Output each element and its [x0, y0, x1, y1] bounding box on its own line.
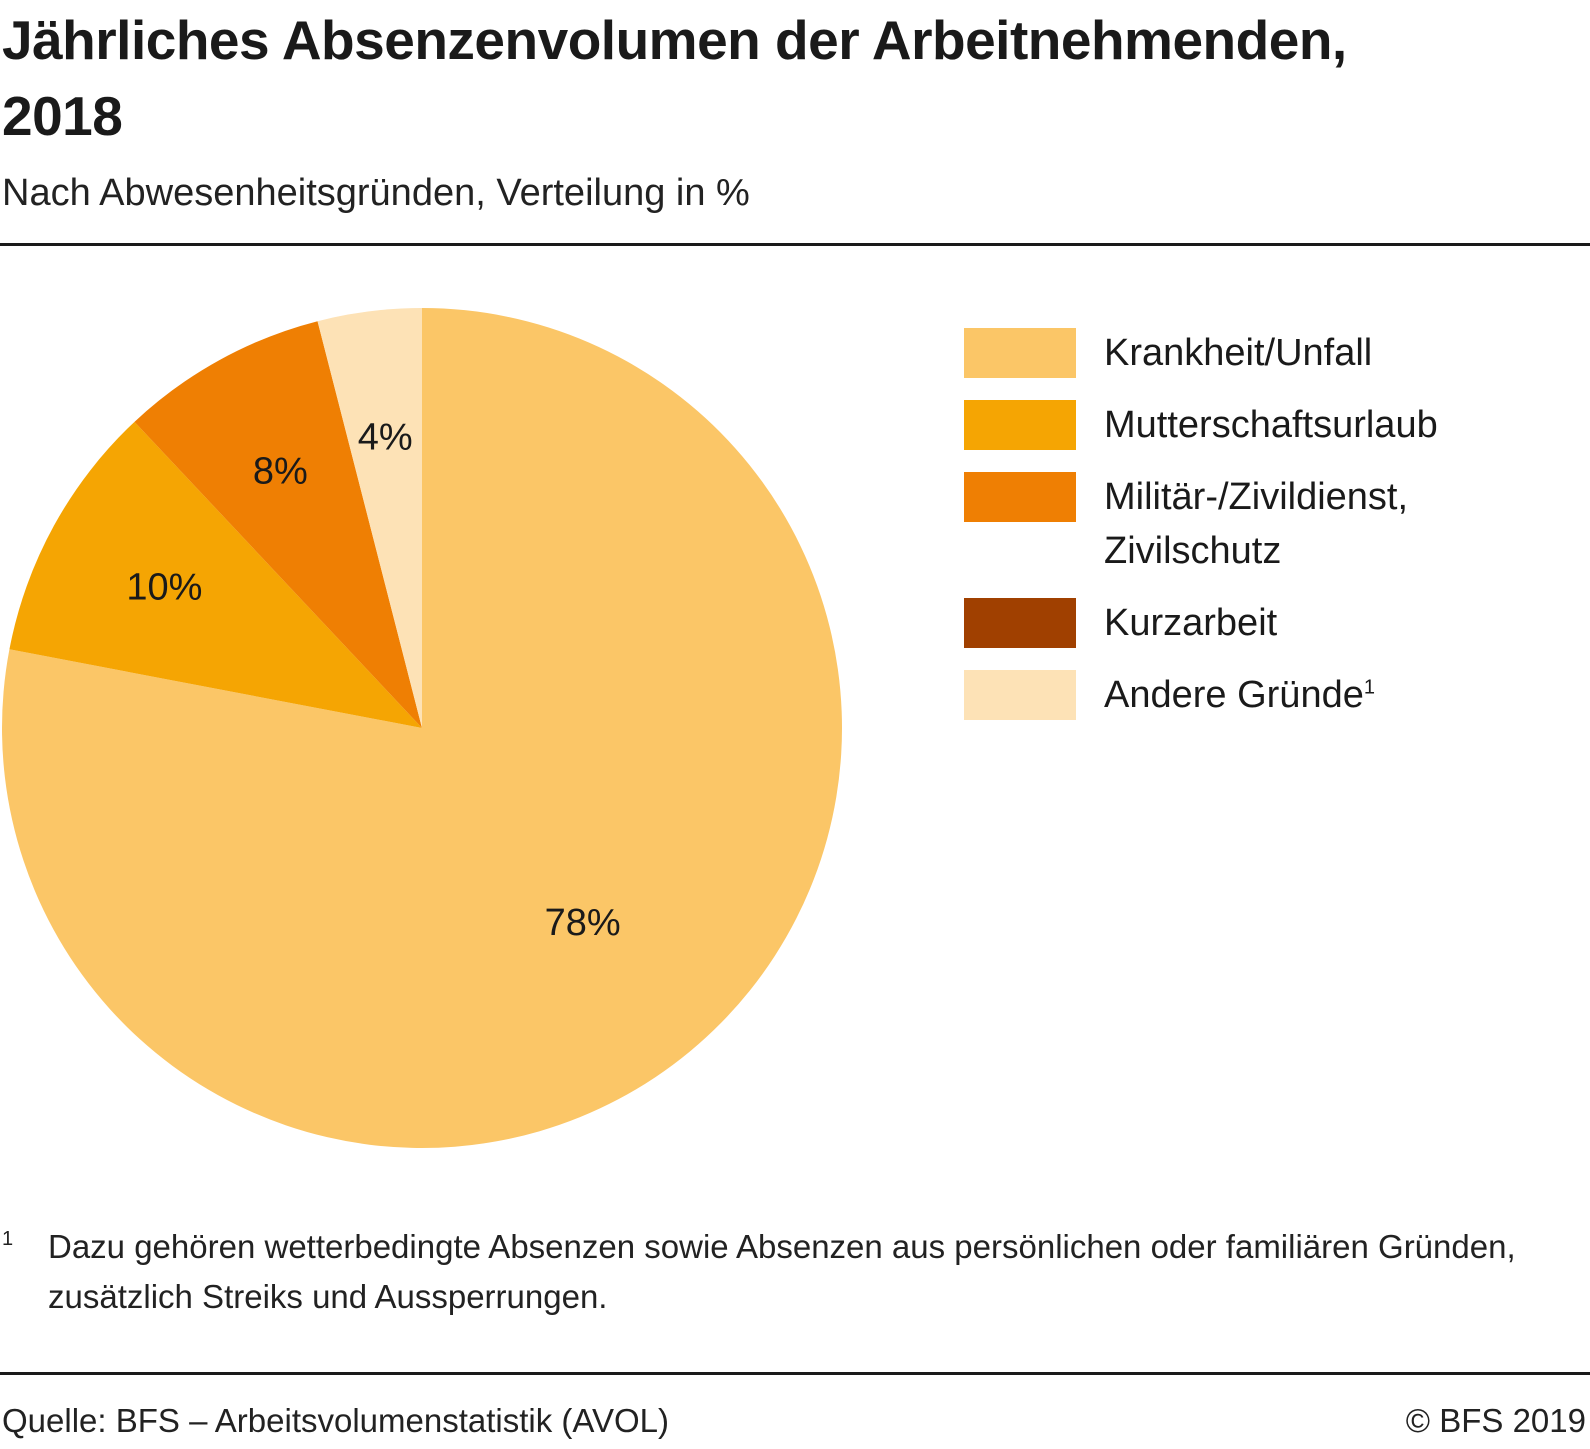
slice-label: 4% [358, 416, 413, 458]
title-line-1: Jährliches Absenzenvolumen der Arbeitneh… [2, 9, 1347, 71]
legend-item: Mutterschaftsurlaub [964, 400, 1544, 452]
legend-item: Militär-/Zivildienst, Zivilschutz [964, 472, 1544, 578]
title-line-2: 2018 [2, 85, 123, 147]
legend-item: Andere Gründe1 [964, 670, 1544, 722]
top-divider [0, 243, 1590, 246]
legend-swatch [964, 472, 1076, 522]
legend-label: Krankheit/Unfall [1104, 332, 1373, 374]
bottom-divider [0, 1372, 1590, 1375]
slice-label: 10% [126, 566, 202, 608]
legend-label: Mutterschaftsurlaub [1104, 404, 1438, 446]
footnote: 1 Dazu gehören wetterbedingte Absenzen s… [2, 1222, 1562, 1322]
legend-item: Kurzarbeit [964, 598, 1544, 650]
legend-label: Kurzarbeit [1104, 602, 1278, 644]
pie-chart: 78% 10% 8% 4% [2, 308, 843, 1148]
footnote-reference: 1 [1363, 676, 1375, 699]
legend-label: Militär-/Zivildienst, Zivilschutz [1104, 476, 1409, 572]
slice-label: 78% [545, 902, 621, 944]
legend-swatch [964, 400, 1076, 450]
legend-swatch [964, 670, 1076, 720]
legend: Krankheit/Unfall Mutterschaftsurlaub Milit… [964, 328, 1544, 742]
source-note: Quelle: BFS – Arbeitsvolumenstatistik (A… [2, 1402, 669, 1439]
pie-slice [134, 321, 422, 728]
legend-swatch [964, 328, 1076, 378]
legend-label: Andere Gründe1 [1104, 674, 1375, 716]
chart-subtitle: Nach Abwesenheitsgründen, Verteilung in … [2, 172, 750, 214]
pie-slice [9, 421, 422, 728]
footnote-text: Dazu gehören wetterbedingte Absenzen sow… [48, 1228, 1516, 1315]
copyright: © BFS 2019 [1405, 1402, 1586, 1439]
pie-slice [317, 308, 422, 728]
slice-label: 8% [253, 450, 308, 492]
footnote-mark: 1 [2, 1228, 14, 1250]
chart-title: Jährliches Absenzenvolumen der Arbeitneh… [2, 2, 1562, 154]
legend-swatch [964, 598, 1076, 648]
legend-item: Krankheit/Unfall [964, 328, 1544, 380]
